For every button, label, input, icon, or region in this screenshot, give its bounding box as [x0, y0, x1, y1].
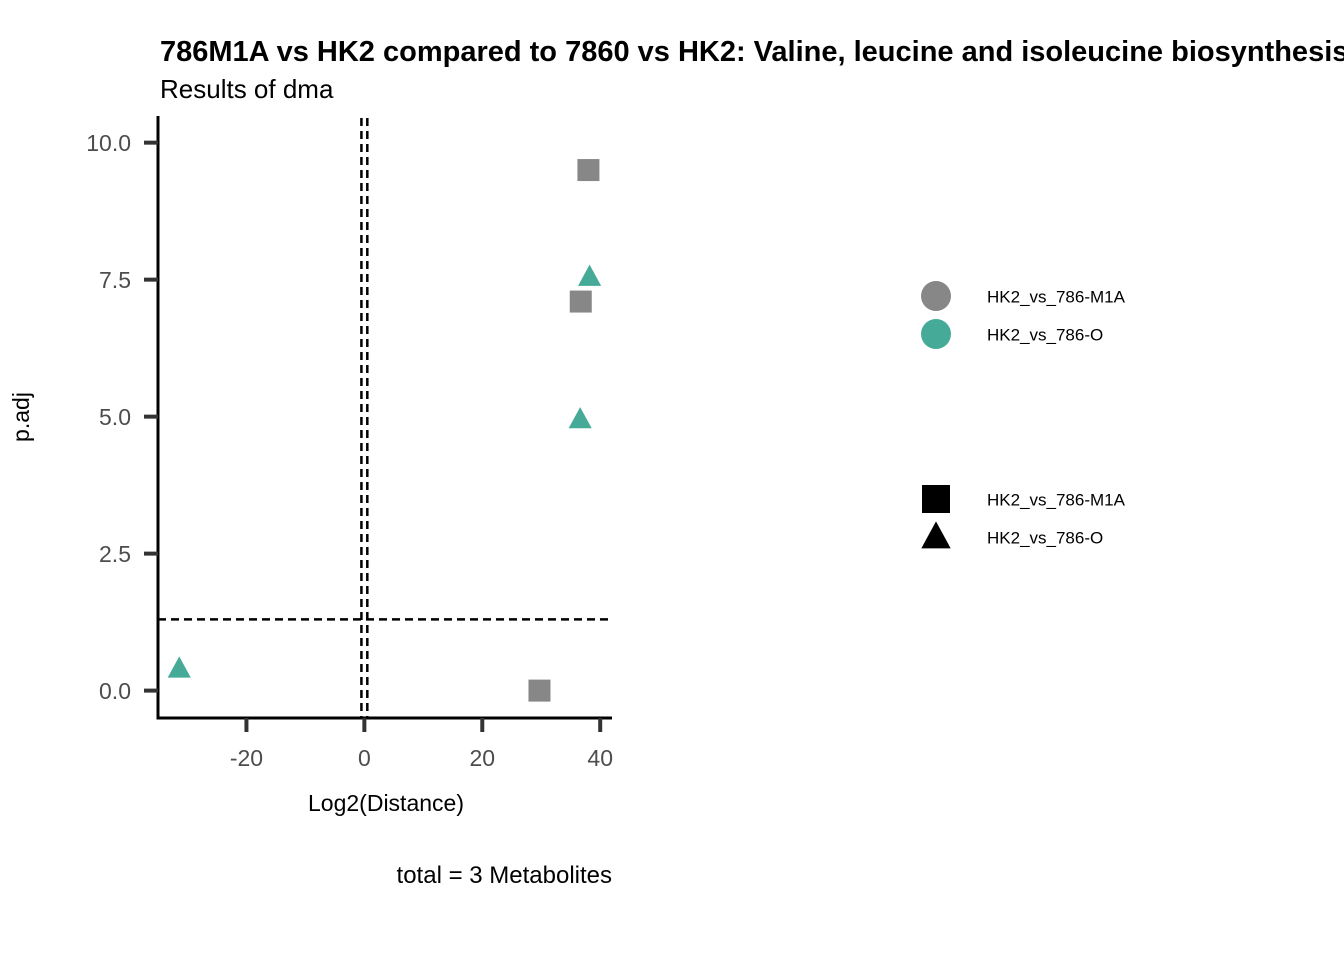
legend-color-label: HK2_vs_786-O [987, 326, 1103, 345]
x-tick-label: 40 [587, 745, 613, 771]
data-point [577, 159, 600, 182]
y-tick-label: 2.5 [99, 541, 131, 567]
x-tick-label: 0 [358, 745, 371, 771]
x-axis-label: Log2(Distance) [308, 790, 464, 816]
legend-color-key [921, 319, 951, 349]
chart-subtitle: Results of dma [160, 74, 334, 104]
caption: total = 3 Metabolites [397, 862, 612, 889]
chart-title: 786M1A vs HK2 compared to 7860 vs HK2: V… [160, 36, 1344, 68]
legend-shape-key [922, 485, 950, 513]
y-tick-label: 5.0 [99, 404, 131, 430]
data-point [568, 407, 592, 429]
legend-shape-label: HK2_vs_786-O [987, 529, 1103, 548]
x-tick-label: -20 [230, 745, 263, 771]
legend-shape-label: HK2_vs_786-M1A [987, 491, 1126, 510]
plot-area: 0.0 2.5 5.0 7.5 10.0 -20 0 20 40 [86, 116, 613, 771]
y-tick-label: 10.0 [86, 130, 131, 156]
y-axis-label: p.adj [8, 392, 34, 442]
y-tick-label: 0.0 [99, 678, 131, 704]
legend-color-label: HK2_vs_786-M1A [987, 288, 1126, 307]
data-point [569, 290, 592, 313]
data-point [578, 264, 602, 286]
y-tick-label: 7.5 [99, 267, 131, 293]
legend: HK2_vs_786-M1A HK2_vs_786-O HK2_vs_786-M1A… [921, 281, 1126, 549]
x-tick-label: 20 [469, 745, 495, 771]
legend-color-key [921, 281, 951, 311]
data-point [167, 656, 191, 678]
data-point [528, 679, 551, 702]
legend-shape-key [921, 521, 951, 549]
